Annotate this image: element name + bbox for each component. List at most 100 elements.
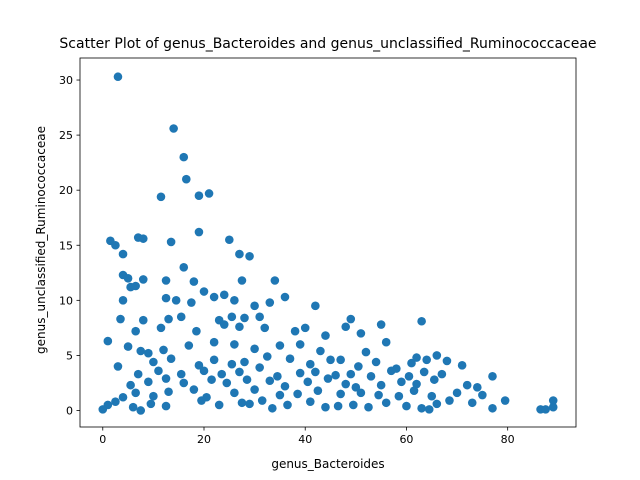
data-point bbox=[275, 341, 285, 350]
data-point bbox=[225, 235, 234, 245]
data-point bbox=[209, 292, 219, 302]
data-point bbox=[176, 312, 186, 322]
data-point bbox=[500, 396, 510, 405]
data-point bbox=[260, 323, 270, 333]
data-point bbox=[412, 353, 421, 362]
data-point bbox=[280, 292, 290, 302]
data-point bbox=[462, 380, 472, 390]
data-point bbox=[181, 174, 191, 184]
chart-title: Scatter Plot of genus_Bacteroides and ge… bbox=[59, 36, 596, 52]
data-point bbox=[161, 293, 171, 303]
plot-area: 0 20 40 60 80 0 5 10 15 20 25 30 bbox=[59, 57, 577, 446]
data-point bbox=[376, 380, 386, 390]
data-point bbox=[98, 405, 108, 414]
data-point bbox=[219, 320, 229, 329]
data-point bbox=[209, 355, 219, 365]
data-point bbox=[169, 124, 178, 133]
data-point bbox=[386, 366, 396, 376]
data-point bbox=[351, 383, 361, 392]
data-point bbox=[361, 347, 371, 357]
data-point bbox=[214, 400, 224, 410]
x-tick-label: 0 bbox=[99, 433, 106, 446]
data-point bbox=[419, 367, 429, 377]
data-point bbox=[111, 240, 120, 250]
data-point bbox=[118, 249, 128, 259]
data-point bbox=[250, 344, 259, 354]
data-point bbox=[194, 227, 204, 237]
data-point bbox=[176, 369, 186, 379]
data-point bbox=[126, 380, 135, 390]
data-point bbox=[548, 396, 558, 405]
data-point bbox=[171, 296, 181, 305]
data-point bbox=[541, 405, 550, 414]
data-point bbox=[417, 316, 426, 326]
data-point bbox=[194, 191, 204, 200]
data-point bbox=[138, 234, 148, 243]
data-point bbox=[189, 277, 199, 286]
data-point bbox=[235, 249, 244, 259]
data-point bbox=[194, 361, 204, 370]
data-point bbox=[237, 276, 247, 285]
data-point bbox=[432, 351, 442, 360]
data-point bbox=[275, 390, 285, 400]
data-point bbox=[417, 403, 426, 413]
data-point bbox=[179, 152, 189, 162]
data-point bbox=[270, 276, 280, 285]
data-point bbox=[149, 357, 158, 367]
data-point bbox=[262, 352, 272, 361]
data-point bbox=[166, 354, 176, 364]
data-point bbox=[402, 401, 411, 411]
data-point bbox=[473, 383, 482, 392]
data-point bbox=[467, 398, 477, 408]
data-point bbox=[235, 367, 244, 377]
data-point bbox=[149, 391, 158, 401]
x-tick-label: 20 bbox=[197, 433, 211, 446]
data-point bbox=[404, 372, 414, 381]
data-point bbox=[237, 398, 247, 408]
data-point bbox=[131, 281, 140, 291]
data-point bbox=[161, 401, 171, 411]
data-point bbox=[255, 363, 264, 372]
data-point bbox=[136, 406, 146, 415]
data-point bbox=[204, 189, 214, 198]
data-point bbox=[488, 403, 497, 413]
data-point bbox=[207, 375, 216, 384]
data-point bbox=[197, 396, 206, 405]
data-point bbox=[457, 361, 467, 370]
data-point bbox=[397, 377, 406, 387]
data-point bbox=[295, 340, 305, 349]
data-point bbox=[230, 340, 239, 349]
data-point bbox=[179, 262, 189, 272]
data-point bbox=[250, 385, 259, 394]
data-point bbox=[103, 336, 113, 346]
y-tick-label: 30 bbox=[59, 74, 73, 87]
data-point bbox=[432, 399, 442, 409]
data-point bbox=[374, 390, 383, 400]
data-point bbox=[265, 376, 275, 386]
data-point bbox=[113, 362, 123, 371]
data-point bbox=[409, 386, 419, 395]
data-point bbox=[326, 355, 335, 365]
data-point bbox=[199, 287, 209, 296]
data-point bbox=[123, 274, 133, 283]
data-point bbox=[242, 375, 252, 384]
data-point bbox=[293, 389, 302, 399]
data-point bbox=[192, 326, 201, 336]
data-point bbox=[295, 368, 305, 378]
data-point bbox=[371, 357, 381, 367]
data-point bbox=[240, 357, 249, 367]
data-point bbox=[128, 402, 138, 412]
data-point bbox=[245, 251, 254, 261]
data-point bbox=[138, 275, 148, 284]
data-point bbox=[230, 388, 239, 398]
data-point bbox=[268, 403, 277, 413]
data-point bbox=[113, 72, 123, 82]
y-tick-label: 20 bbox=[59, 184, 73, 197]
data-point bbox=[245, 399, 254, 409]
data-point bbox=[331, 370, 340, 380]
data-point bbox=[144, 348, 153, 358]
y-tick-label: 5 bbox=[66, 349, 73, 362]
data-point bbox=[311, 367, 320, 377]
axes-frame bbox=[79, 57, 577, 428]
